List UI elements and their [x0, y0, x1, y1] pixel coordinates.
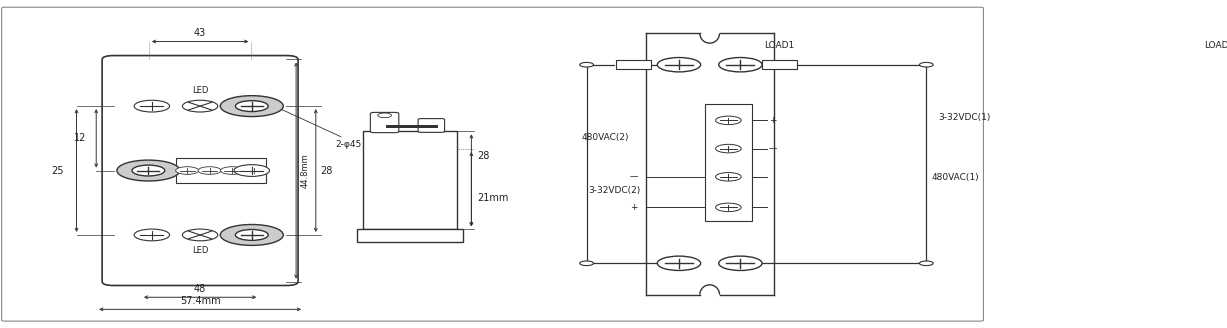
Text: +: + — [769, 116, 777, 125]
Text: LOAD1: LOAD1 — [764, 41, 794, 50]
Bar — [175, 158, 265, 183]
Circle shape — [117, 160, 180, 181]
Circle shape — [175, 167, 199, 174]
Text: 44.8mm: 44.8mm — [301, 153, 310, 188]
FancyBboxPatch shape — [102, 55, 298, 285]
Circle shape — [579, 62, 594, 67]
Circle shape — [919, 62, 934, 67]
Bar — [363, 131, 456, 229]
Circle shape — [221, 96, 283, 116]
Circle shape — [715, 144, 741, 153]
Text: LED: LED — [191, 86, 209, 95]
Text: 43: 43 — [194, 28, 206, 38]
Circle shape — [236, 101, 269, 112]
Circle shape — [198, 167, 221, 174]
Text: 28: 28 — [320, 166, 333, 175]
Text: LOAD2: LOAD2 — [1204, 41, 1227, 50]
Text: 12: 12 — [74, 133, 86, 143]
Bar — [762, 60, 796, 69]
Bar — [387, 125, 438, 128]
Text: 3-32VDC(1): 3-32VDC(1) — [939, 113, 990, 122]
Text: 21mm: 21mm — [477, 193, 509, 203]
Circle shape — [234, 165, 270, 176]
Text: —: — — [769, 144, 777, 153]
Circle shape — [715, 116, 741, 125]
Circle shape — [715, 173, 741, 181]
Circle shape — [134, 100, 169, 112]
Circle shape — [221, 167, 243, 174]
Circle shape — [221, 224, 283, 245]
FancyBboxPatch shape — [418, 119, 444, 132]
Circle shape — [919, 261, 934, 266]
Text: 480VAC(2): 480VAC(2) — [582, 133, 629, 142]
Text: 25: 25 — [52, 166, 64, 175]
Circle shape — [658, 57, 701, 72]
FancyBboxPatch shape — [371, 113, 399, 133]
Text: 2-φ45: 2-φ45 — [335, 140, 362, 149]
Circle shape — [243, 167, 266, 174]
Bar — [704, 104, 752, 221]
Circle shape — [133, 165, 164, 176]
Bar — [616, 60, 650, 69]
Circle shape — [236, 230, 269, 240]
Circle shape — [719, 256, 762, 271]
Bar — [357, 229, 463, 242]
FancyBboxPatch shape — [1, 7, 983, 321]
Text: +: + — [631, 203, 638, 212]
Text: —: — — [629, 172, 638, 181]
Circle shape — [134, 229, 169, 241]
Circle shape — [719, 57, 762, 72]
Text: 57.4mm: 57.4mm — [180, 296, 221, 306]
Text: LED: LED — [191, 246, 209, 255]
Circle shape — [183, 229, 218, 241]
Text: 48: 48 — [194, 284, 206, 294]
Text: 3-32VDC(2): 3-32VDC(2) — [589, 186, 640, 195]
Circle shape — [658, 256, 701, 271]
Circle shape — [715, 203, 741, 212]
Circle shape — [579, 261, 594, 266]
Text: 28: 28 — [477, 151, 490, 161]
Text: 480VAC(1): 480VAC(1) — [931, 173, 979, 182]
Circle shape — [183, 100, 218, 112]
Circle shape — [378, 113, 391, 118]
